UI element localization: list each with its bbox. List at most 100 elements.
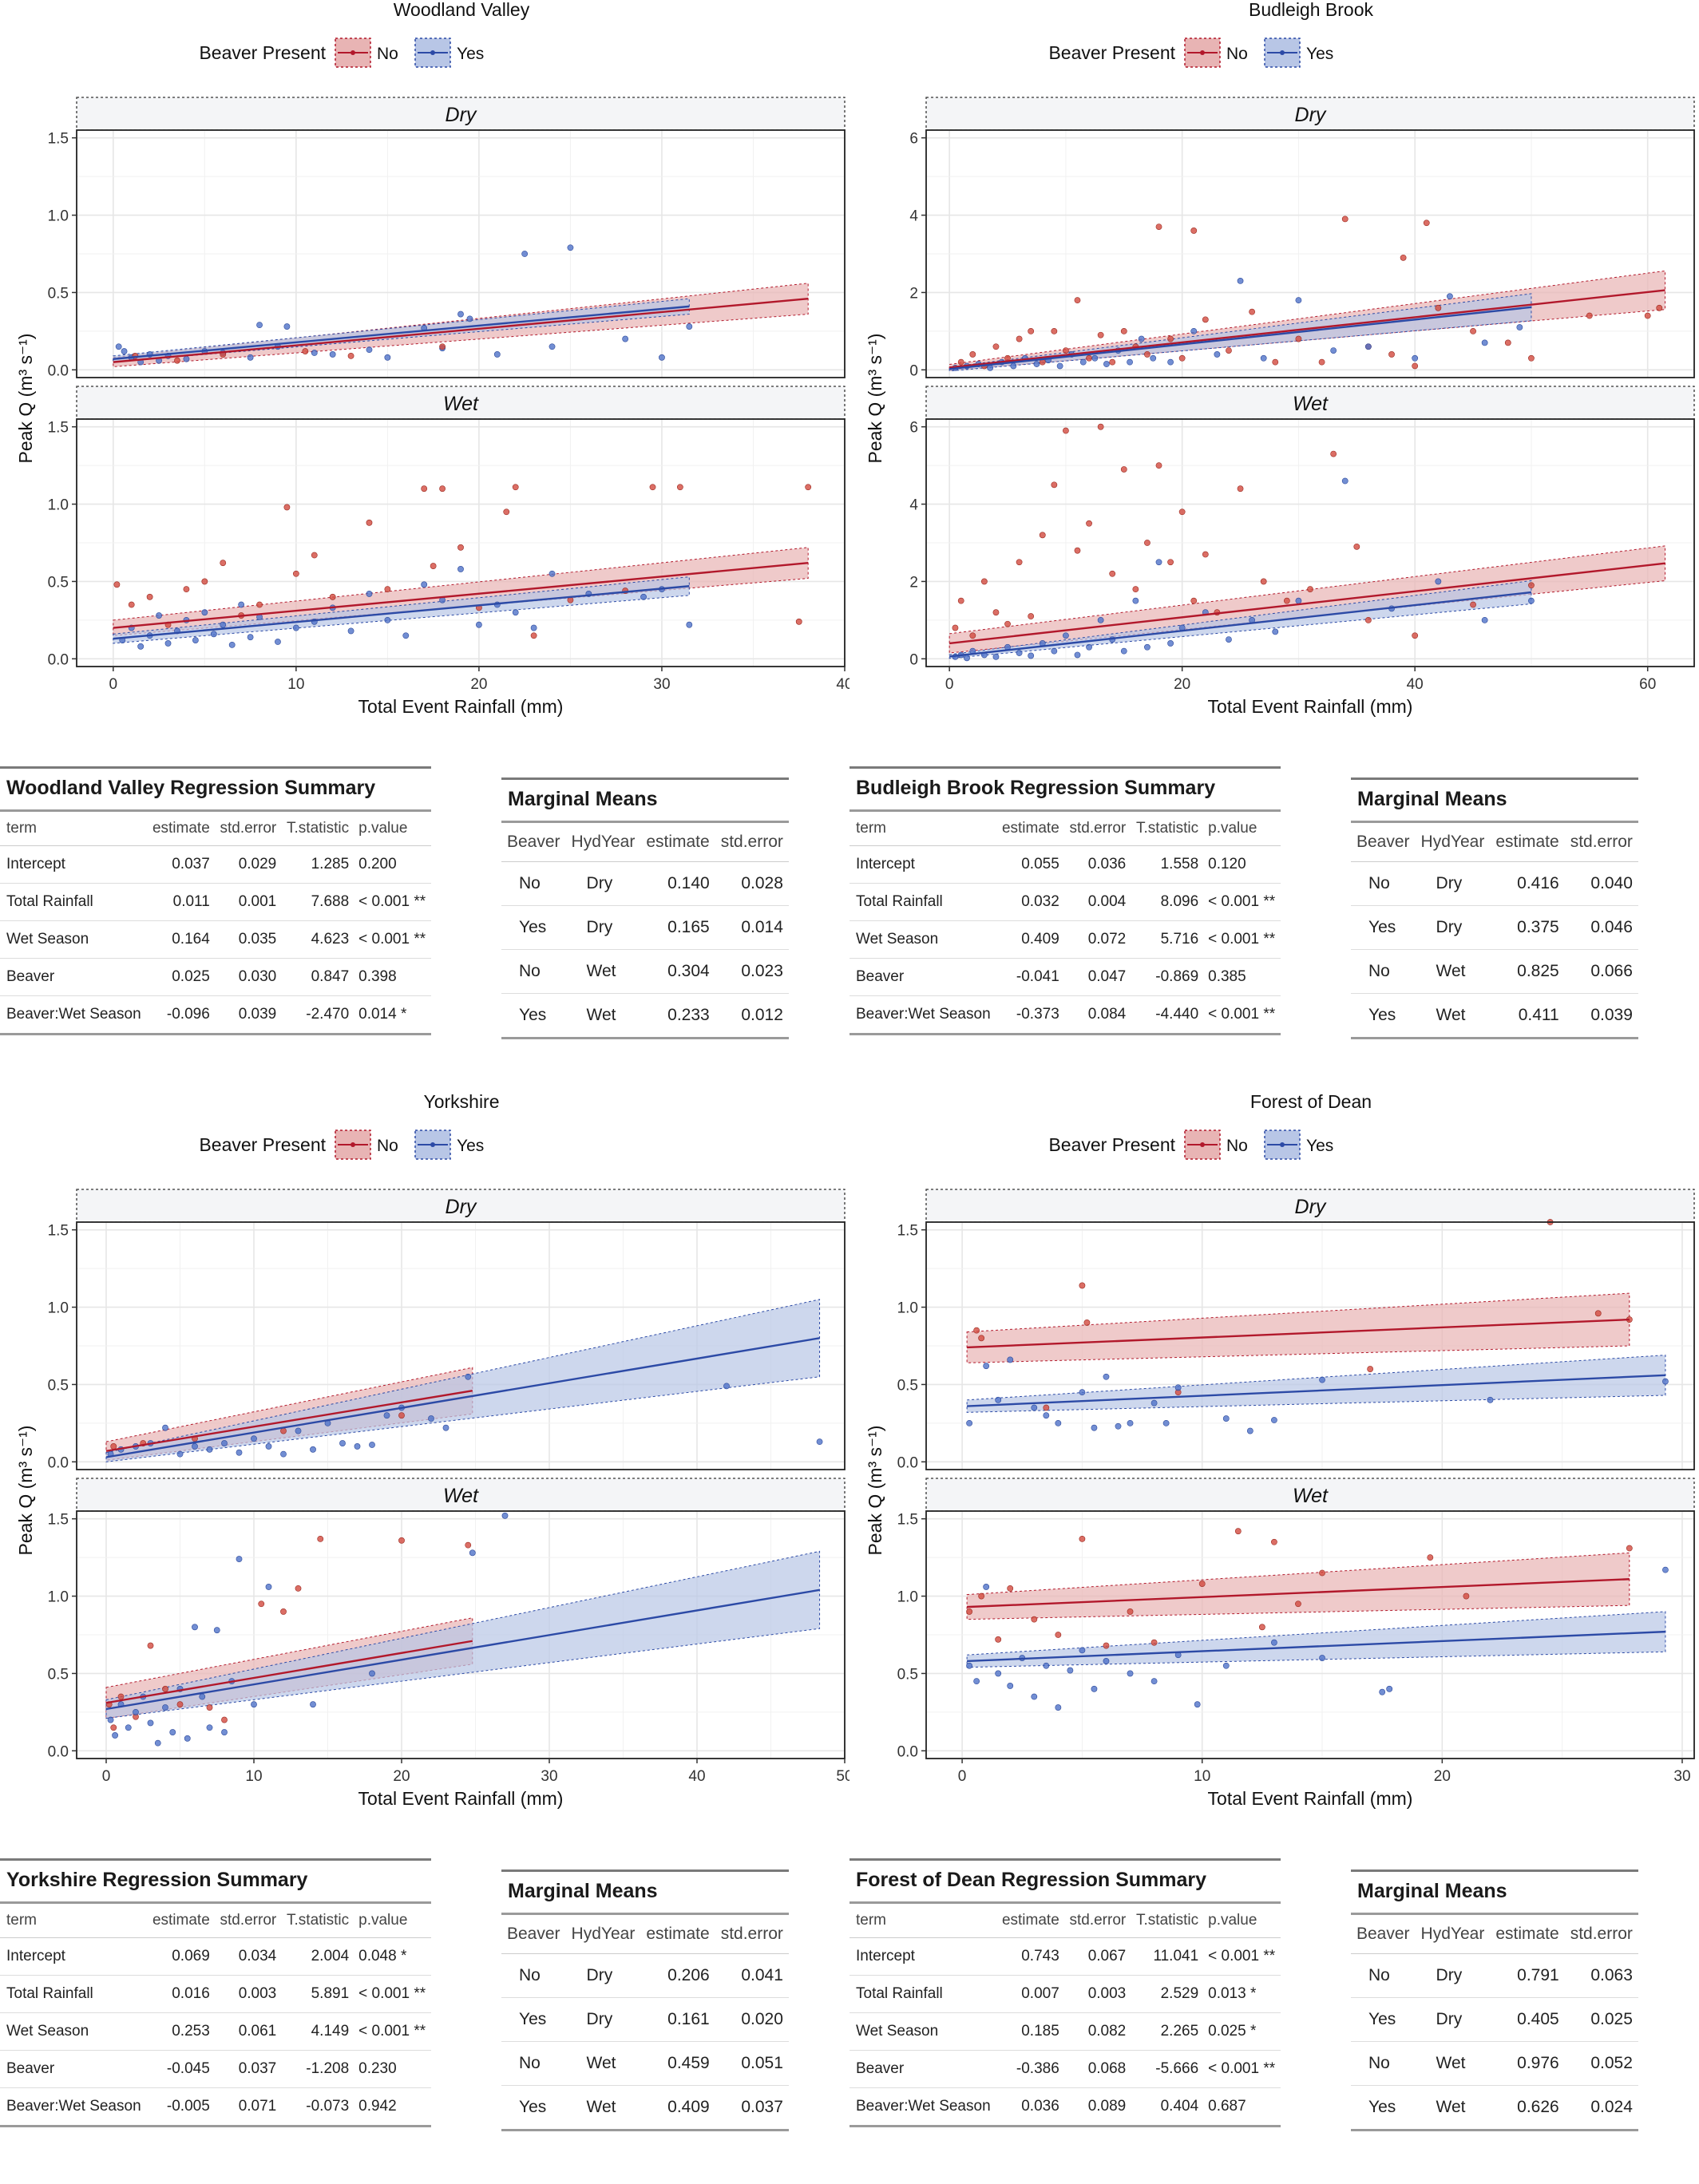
table-cell: 0.398 — [354, 958, 431, 996]
data-point-yes — [1319, 1376, 1325, 1383]
data-point-yes — [1246, 1427, 1253, 1434]
data-point-yes — [206, 1724, 213, 1731]
data-point-no — [280, 1608, 287, 1615]
y-tick-label: 0.0 — [48, 362, 69, 379]
table-cell: 0.001 — [214, 883, 282, 921]
table-cell: 0.036 — [1063, 845, 1131, 884]
data-point-yes — [156, 612, 162, 619]
table-cell: Dry — [565, 1953, 641, 1998]
x-tick-label: 30 — [541, 1768, 557, 1785]
table-cell: 8.096 — [1131, 883, 1204, 921]
data-point-yes — [1364, 343, 1372, 350]
table-cell: 0.037 — [715, 2085, 789, 2131]
x-tick-label: 0 — [102, 1768, 111, 1785]
data-point-no — [1055, 1632, 1062, 1638]
x-tick-label: 0 — [945, 676, 954, 693]
data-point-no — [1198, 1581, 1206, 1587]
data-point-yes — [1481, 616, 1488, 623]
column-header: HydYear — [565, 1915, 641, 1954]
table-cell: Intercept — [0, 1937, 148, 1976]
data-point-yes — [659, 354, 665, 361]
table-cell: 0.825 — [1490, 949, 1565, 994]
column-header: estimate — [996, 812, 1064, 846]
legend-title: Beaver Present — [199, 42, 326, 63]
marginal-means-table: Marginal Means Beaver HydYear estimate std.e… — [1351, 777, 1638, 1039]
data-point-no — [1367, 1366, 1374, 1372]
data-point-no — [1016, 335, 1023, 342]
column-header: term — [0, 1904, 148, 1938]
data-point-yes — [192, 637, 199, 643]
data-point-yes — [1190, 327, 1198, 334]
x-tick-label: 20 — [470, 676, 487, 693]
data-point-yes — [1481, 339, 1488, 346]
table-cell: Dry — [1415, 861, 1491, 906]
data-point-yes — [1055, 1419, 1062, 1426]
table-cell: 0.206 — [640, 1953, 715, 1998]
data-point-no — [430, 563, 437, 569]
y-tick-label: 4 — [909, 208, 918, 225]
data-point-yes — [121, 348, 128, 354]
table-cell: < 0.001 ** — [354, 2012, 431, 2051]
data-point-no — [206, 1704, 213, 1711]
column-header: std.error — [1063, 1904, 1131, 1938]
data-point-no — [1202, 316, 1209, 323]
data-point-no — [176, 1701, 184, 1708]
data-point-yes — [162, 1424, 168, 1431]
y-tick-label: 0.5 — [897, 1377, 918, 1394]
data-point-yes — [1155, 559, 1162, 566]
table-header-row: Beaver HydYear estimate std.error — [1351, 1915, 1638, 1954]
data-point-yes — [1144, 643, 1150, 651]
ci-ribbon-no — [949, 545, 1666, 654]
marginal-means-table: Marginal Means Beaver HydYear estimate std.e… — [501, 777, 789, 1039]
data-point-yes — [1271, 1417, 1277, 1423]
table-cell: 1.558 — [1131, 845, 1204, 884]
column-header: T.statistic — [1131, 812, 1204, 846]
table-row: Beaver:Wet Season -0.373 0.084 -4.440 < 0.00… — [850, 995, 1281, 1035]
column-header: estimate — [1490, 1915, 1565, 1954]
data-point-yes — [236, 1449, 243, 1456]
legend-point-no — [350, 50, 355, 55]
data-point-yes — [201, 609, 208, 616]
data-point-no — [1318, 358, 1325, 366]
data-point-no — [1039, 532, 1046, 539]
data-point-yes — [567, 244, 574, 251]
table-cell: 0.052 — [1564, 2041, 1638, 2086]
y-tick-label: 1.5 — [48, 131, 69, 148]
table-cell: 0.405 — [1490, 1997, 1565, 2042]
regression-table-title: Woodland Valley Regression Summary — [0, 766, 431, 812]
data-point-yes — [137, 643, 145, 650]
table-cell: 0.040 — [1564, 861, 1638, 906]
data-point-no — [1120, 466, 1127, 473]
data-point-no — [1132, 586, 1139, 593]
tables-woodland-valley: Woodland Valley Regression Summary term es… — [0, 766, 850, 1070]
column-header: term — [850, 1904, 997, 1938]
column-header: HydYear — [565, 823, 641, 862]
data-point-no — [1237, 485, 1244, 493]
data-point-no — [1028, 327, 1035, 334]
legend-point-yes — [430, 1142, 435, 1147]
column-header: estimate — [1490, 823, 1565, 862]
data-point-no — [1097, 331, 1104, 338]
data-point-no — [1341, 216, 1349, 223]
data-point-yes — [622, 335, 629, 342]
panel-border — [925, 1221, 1695, 1470]
data-point-yes — [384, 616, 391, 623]
column-header: estimate — [640, 823, 715, 862]
table-cell: No — [501, 861, 566, 906]
table-cell: Wet — [1415, 2085, 1491, 2131]
column-header: p.value — [354, 812, 431, 846]
table-cell: < 0.001 ** — [1203, 920, 1281, 959]
legend-label-no: No — [1226, 45, 1248, 63]
column-header: estimate — [147, 812, 215, 846]
table-cell: Intercept — [850, 1937, 997, 1976]
table-cell: 0.034 — [214, 1937, 282, 1976]
data-point-yes — [228, 641, 236, 648]
fit-line-yes — [967, 1374, 1665, 1407]
chart-title: Budleigh Brook — [1249, 0, 1373, 20]
data-point-yes — [310, 1446, 316, 1453]
data-point-yes — [369, 1442, 375, 1448]
table-cell: 4.149 — [281, 2012, 354, 2051]
data-point-yes — [966, 1662, 973, 1669]
data-point-yes — [1007, 1683, 1014, 1689]
panel-border — [925, 418, 1695, 667]
